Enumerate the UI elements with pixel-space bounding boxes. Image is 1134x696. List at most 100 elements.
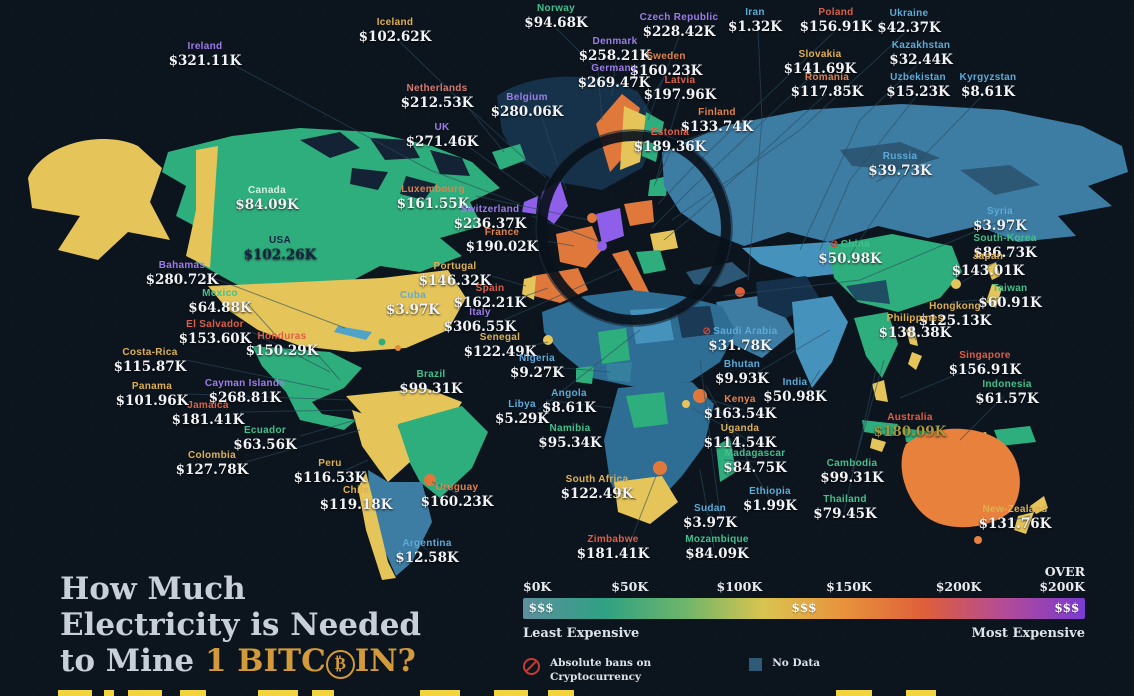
country-name: Chile [343,485,369,496]
country-label-cuba: Cuba $3.97K [343,290,483,316]
country-label-italy: Italy $306.55K [410,307,550,335]
country-label-indonesia: Indonesia $61.57K [937,379,1077,405]
country-value: $156.91K [948,361,1022,378]
country-value: $236.37K [453,215,527,232]
country-name: Uganda [720,423,760,434]
country-name: South Africa [565,474,629,485]
country-name: Ecuador [243,425,287,436]
country-name: Belgium [506,92,548,103]
country-label-usa: USA $102.26K [210,235,350,263]
bitcoin-accent-text: 1 BITC [204,642,326,679]
country-name: Norway [537,3,575,14]
country-label-el-salvador: El Salvador $153.60K [145,319,285,345]
country-label-ireland: Ireland $321.11K [135,41,275,69]
country-name: Senegal [479,332,521,343]
country-label-iceland: Iceland $102.62K [325,17,465,43]
cropped-text-fragment [128,690,162,696]
country-value: $138.38K [878,324,952,341]
cropped-text-fragment [258,690,298,696]
crypto-ban-icon: ⊘ [702,326,712,337]
country-value: $280.06K [490,103,564,120]
country-name: Latvia [664,75,696,86]
country-name: Colombia [188,450,236,461]
country-value: $15.23K [886,83,950,100]
country-name: South-Korea [973,233,1037,244]
country-label-argentina: Argentina $12.58K [357,538,497,564]
country-label-namibia: Namibia $95.34K [500,423,640,449]
country-value: $162.21K [453,294,527,311]
country-name: Czech Republic [639,12,719,23]
country-label-belgium: Belgium $280.06K [457,92,597,120]
country-value: $160.23K [420,493,494,510]
country-label-latvia: Latvia $197.96K [610,75,750,101]
country-name: India [782,377,808,388]
country-name: Ukraine [889,8,929,19]
country-name: Ireland [187,41,223,52]
title-line-1: How Much [60,571,246,607]
country-name: Iceland [376,17,414,28]
country-value: $141.69K [783,60,857,77]
country-label-estonia: Estonia $189.36K [600,127,740,153]
country-label-cambodia: Cambodia $99.31K [782,458,922,486]
country-value: $163.54K [703,405,777,422]
country-label-uganda: Uganda $114.54K [670,423,810,449]
country-name: France [484,227,520,238]
legend-tick: $100K [716,579,763,594]
country-label-thailand: Thailand $79.45K [775,494,915,522]
country-label-uruguay: Uruguay $160.23K [387,482,527,510]
country-label-portugal: Portugal $146.32K [385,261,525,289]
country-value: $102.26K [243,246,317,263]
country-name: Mexico [202,288,238,299]
country-name: Namibia [549,423,591,434]
country-value: $79.45K [813,505,877,522]
country-label-czech-republic: Czech Republic $228.42K [609,12,749,38]
country-name: USA [268,235,291,246]
country-value: $1.99K [742,497,797,514]
country-value: $84.09K [235,196,299,213]
legend-tick: $0K [523,579,552,594]
country-label-angola: Angola $8.61K [499,388,639,414]
country-name: Bhutan [723,359,761,370]
country-value: $115.87K [113,358,187,375]
country-value: $161.55K [396,195,470,212]
country-name: Angola [551,388,587,399]
page-title: How Much Electricity is Needed to Mine 1… [60,571,422,680]
crypto-ban-label: Absolute bans on Cryptocurrency [550,657,652,683]
country-name: Libya [508,399,536,410]
country-label-hongkong: Hongkong $125.13K [885,301,1025,329]
country-value: $146.32K [418,272,492,289]
country-label-taiwan: Taiwan $60.91K [940,283,1080,309]
country-name: Iran [745,7,765,18]
country-name: Finland [698,107,736,118]
country-value: $99.31K [820,469,884,486]
cropped-text-fragment [180,690,206,696]
country-value: $94.68K [524,14,588,31]
country-label-china: ⊘ China $50.98K [780,239,920,265]
country-label-new-zealand: New-Zealand $131.76K [945,504,1085,530]
country-name: Mozambique [685,534,749,545]
title-line-2: Electricity is Needed [60,606,422,643]
country-value: $321.11K [168,52,242,69]
country-name: Russia [882,151,918,162]
country-value: $125.13K [918,312,992,329]
country-label-romania: Romania $117.85K [757,72,897,98]
country-name: Honduras [257,331,307,342]
country-label-poland: Poland $156.91K [766,7,906,33]
country-name: Cambodia [826,458,878,469]
country-value: $32.44K [889,51,953,68]
country-name: Peru [318,458,342,469]
country-name: Zimbabwe [587,534,639,545]
legend-tick: $50K [611,579,649,594]
country-name: Cayman Islands [204,378,286,389]
bitcoin-icon: ₿ [325,649,355,679]
country-value: $306.55K [443,318,517,335]
country-name: Ethiopia [749,486,791,497]
country-value: $181.41K [576,545,650,562]
country-name: Madagascar [724,448,786,459]
country-label-spain: Spain $162.21K [420,283,560,311]
country-label-senegal: Senegal $122.49K [430,332,570,358]
country-name: Kazakhstan [891,40,951,51]
country-label-colombia: Colombia $127.78K [142,450,282,476]
country-name: Australia [887,412,933,423]
country-name: ⊘ Saudi Arabia [702,326,778,337]
